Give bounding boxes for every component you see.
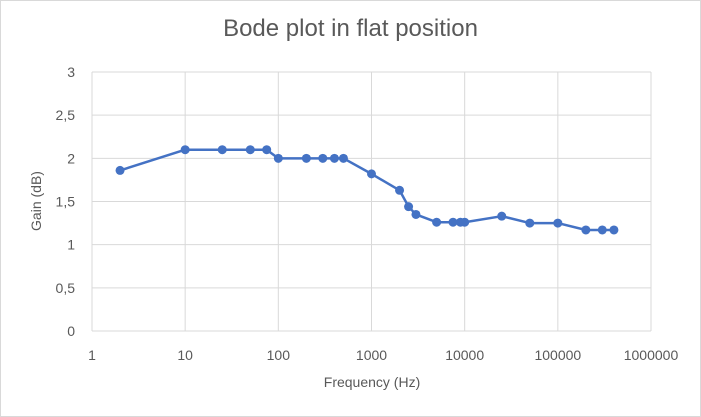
data-point xyxy=(115,165,125,175)
data-point xyxy=(497,211,507,221)
y-tick-label: 0 xyxy=(67,323,75,339)
y-tick-label: 1,5 xyxy=(56,194,76,210)
data-point xyxy=(301,153,311,163)
chart-title: Bode plot in flat position xyxy=(223,15,478,42)
gridlines xyxy=(91,71,652,332)
y-tick-label: 1 xyxy=(67,237,75,253)
x-tick-label: 10000 xyxy=(445,347,484,363)
x-tick-label: 10 xyxy=(177,347,193,363)
y-tick-label: 2 xyxy=(67,150,75,166)
y-tick-label: 0,5 xyxy=(56,280,76,296)
data-point xyxy=(432,217,442,227)
data-point xyxy=(217,145,227,155)
x-axis-label: Frequency (Hz) xyxy=(324,374,420,390)
series-line xyxy=(119,148,614,232)
data-point xyxy=(262,145,272,155)
x-tick-label: 1 xyxy=(88,347,96,363)
y-tick-label: 3 xyxy=(67,64,75,80)
series-group xyxy=(115,145,619,235)
x-tick-label: 100 xyxy=(267,347,291,363)
data-point xyxy=(395,185,405,195)
x-tick-labels: 1 10 100 1000 10000 100000 1000000 xyxy=(88,347,678,363)
data-point xyxy=(525,218,535,228)
data-point xyxy=(273,153,283,163)
x-tick-label: 100000 xyxy=(534,347,581,363)
y-tick-labels: 0 0,5 1 1,5 2 2,5 3 xyxy=(56,64,76,339)
data-point xyxy=(448,217,458,227)
x-tick-label: 1000 xyxy=(356,347,387,363)
data-point xyxy=(367,169,376,179)
data-point xyxy=(180,145,190,155)
data-point xyxy=(411,209,421,219)
data-point xyxy=(609,225,619,235)
data-point xyxy=(245,145,255,155)
data-point xyxy=(404,202,414,212)
data-point xyxy=(597,225,607,235)
data-point xyxy=(460,217,470,227)
y-axis-label: Gain (dB) xyxy=(28,171,44,231)
data-point xyxy=(581,225,591,235)
data-point xyxy=(318,153,328,163)
x-tick-label: 1000000 xyxy=(624,347,679,363)
data-point xyxy=(329,153,339,163)
y-tick-label: 2,5 xyxy=(56,107,76,123)
data-point xyxy=(338,153,348,163)
data-point xyxy=(553,218,563,228)
